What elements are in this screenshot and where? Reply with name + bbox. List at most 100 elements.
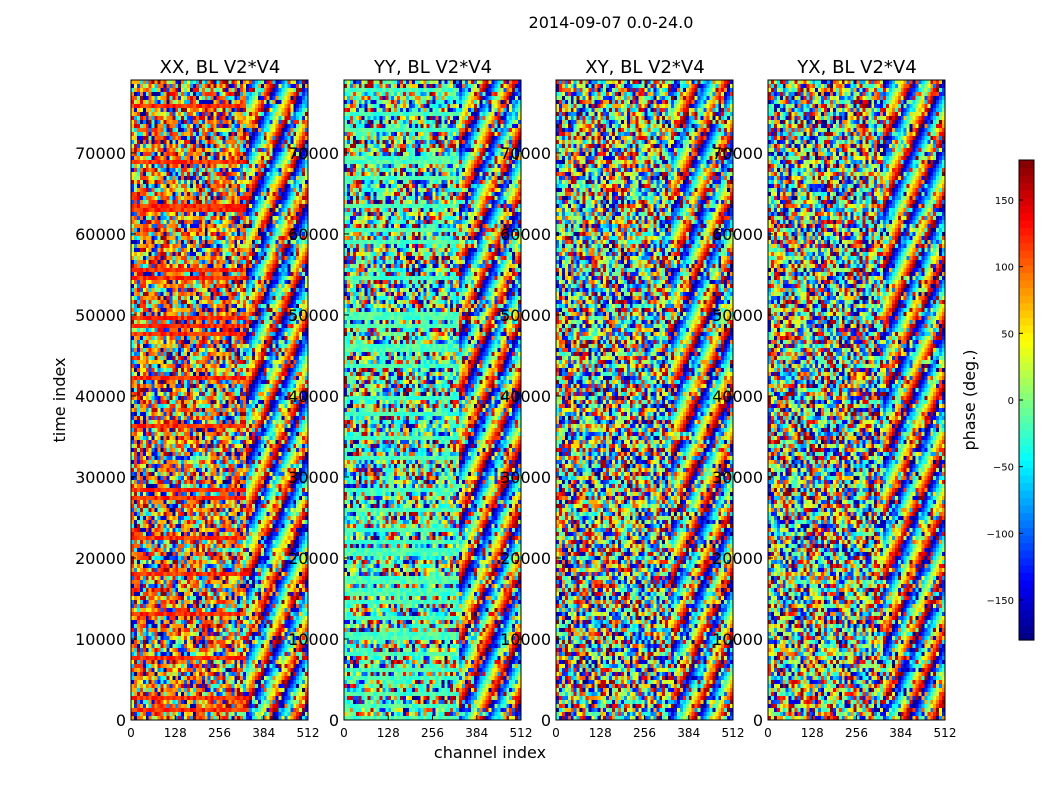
y-tick-label: 70000: [288, 144, 339, 163]
y-tick-label: 10000: [75, 630, 126, 649]
y-tick-label: 60000: [75, 225, 126, 244]
colorbar-segment: [1019, 325, 1034, 334]
x-tick-label: 384: [465, 726, 488, 740]
x-tick-label: 256: [208, 726, 231, 740]
colorbar-segment: [1019, 602, 1034, 611]
colorbar-segment: [1019, 497, 1034, 506]
colorbar-segment: [1019, 392, 1034, 401]
colorbar-segment: [1019, 512, 1034, 521]
y-tick-label: 60000: [712, 225, 763, 244]
panel-title: XX, BL V2*V4: [160, 57, 281, 78]
y-tick-label: 40000: [75, 387, 126, 406]
colorbar-segment: [1019, 340, 1034, 349]
colorbar-segment: [1019, 437, 1034, 446]
y-tick-label: 20000: [500, 549, 551, 568]
y-tick-label: 50000: [288, 306, 339, 325]
x-tick-label: 128: [164, 726, 187, 740]
x-tick-label: 0: [340, 726, 348, 740]
colorbar-segment: [1019, 475, 1034, 484]
y-tick-label: 50000: [500, 306, 551, 325]
colorbar-segment: [1019, 265, 1034, 274]
colorbar-segment: [1019, 227, 1034, 236]
colorbar-segment: [1019, 422, 1034, 431]
colorbar-segment: [1019, 580, 1034, 589]
colorbar-segment: [1019, 250, 1034, 259]
colorbar-segment: [1019, 610, 1034, 619]
colorbar-segment: [1019, 505, 1034, 514]
colorbar-segment: [1019, 212, 1034, 221]
colorbar-segment: [1019, 332, 1034, 341]
x-tick-label: 128: [801, 726, 824, 740]
y-tick-label: 70000: [75, 144, 126, 163]
colorbar-segment: [1019, 167, 1034, 176]
x-tick-label: 0: [127, 726, 135, 740]
x-tick-label: 256: [421, 726, 444, 740]
colorbar-segment: [1019, 242, 1034, 251]
x-tick-label: 384: [677, 726, 700, 740]
colorbar-tick-label: 100: [995, 263, 1014, 274]
panel-title: XY, BL V2*V4: [585, 57, 704, 78]
colorbar: −150 −100 −50 0 50 100 150: [987, 159, 1035, 641]
colorbar-segment: [1019, 520, 1034, 529]
y-tick-label: 40000: [288, 387, 339, 406]
colorbar-segment: [1019, 467, 1034, 476]
x-tick-label: 512: [934, 726, 957, 740]
x-axis-label: channel index: [434, 743, 546, 762]
colorbar-segment: [1019, 625, 1034, 634]
colorbar-segment: [1019, 632, 1034, 641]
colorbar-segment: [1019, 272, 1034, 281]
figure-title: 2014-09-07 0.0-24.0: [529, 13, 694, 32]
colorbar-segment: [1019, 182, 1034, 191]
colorbar-segment: [1019, 175, 1034, 184]
colorbar-segment: [1019, 407, 1034, 416]
colorbar-tick-label: 50: [1001, 329, 1014, 340]
y-tick-label: 0: [541, 711, 551, 730]
colorbar-segment: [1019, 205, 1034, 214]
y-tick-label: 30000: [75, 468, 126, 487]
colorbar-segment: [1019, 572, 1034, 581]
panel-xy: XY, BL V2*V4 0 128 256 384 512 0 10000 20000 300…: [500, 57, 744, 740]
colorbar-segment: [1019, 257, 1034, 266]
y-tick-label: 0: [329, 711, 339, 730]
y-tick-label: 20000: [288, 549, 339, 568]
heatmap-image: [131, 80, 308, 720]
panel-yy: YY, BL V2*V4 0 128 256 384 512 0 10000 20000 300…: [288, 57, 532, 740]
x-tick-label: 256: [633, 726, 656, 740]
y-tick-label: 10000: [288, 630, 339, 649]
colorbar-segment: [1019, 482, 1034, 491]
colorbar-segment: [1019, 385, 1034, 394]
colorbar-segment: [1019, 430, 1034, 439]
y-tick-label: 50000: [75, 306, 126, 325]
heatmap-image: [556, 80, 733, 720]
colorbar-segment: [1019, 617, 1034, 626]
colorbar-segment: [1019, 400, 1034, 409]
colorbar-segment: [1019, 295, 1034, 304]
colorbar-segment: [1019, 310, 1034, 319]
colorbar-segment: [1019, 460, 1034, 469]
y-tick-label: 0: [116, 711, 126, 730]
y-tick-label: 40000: [500, 387, 551, 406]
colorbar-segment: [1019, 370, 1034, 379]
colorbar-segment: [1019, 587, 1034, 596]
colorbar-tick-label: −100: [987, 529, 1014, 540]
colorbar-segment: [1019, 565, 1034, 574]
panel-title: YY, BL V2*V4: [373, 57, 492, 78]
y-tick-label: 30000: [288, 468, 339, 487]
colorbar-tick-label: −150: [987, 596, 1014, 607]
y-tick-label: 60000: [500, 225, 551, 244]
x-tick-label: 0: [552, 726, 560, 740]
colorbar-tick-label: 150: [995, 196, 1014, 207]
colorbar-segment: [1019, 287, 1034, 296]
x-tick-label: 512: [722, 726, 745, 740]
colorbar-segment: [1019, 377, 1034, 386]
colorbar-segment: [1019, 235, 1034, 244]
y-tick-label: 20000: [712, 549, 763, 568]
colorbar-segment: [1019, 445, 1034, 454]
colorbar-segment: [1019, 362, 1034, 371]
colorbar-segment: [1019, 542, 1034, 551]
colorbar-segment: [1019, 415, 1034, 424]
colorbar-segment: [1019, 160, 1034, 169]
y-tick-label: 10000: [500, 630, 551, 649]
y-tick-label: 20000: [75, 549, 126, 568]
